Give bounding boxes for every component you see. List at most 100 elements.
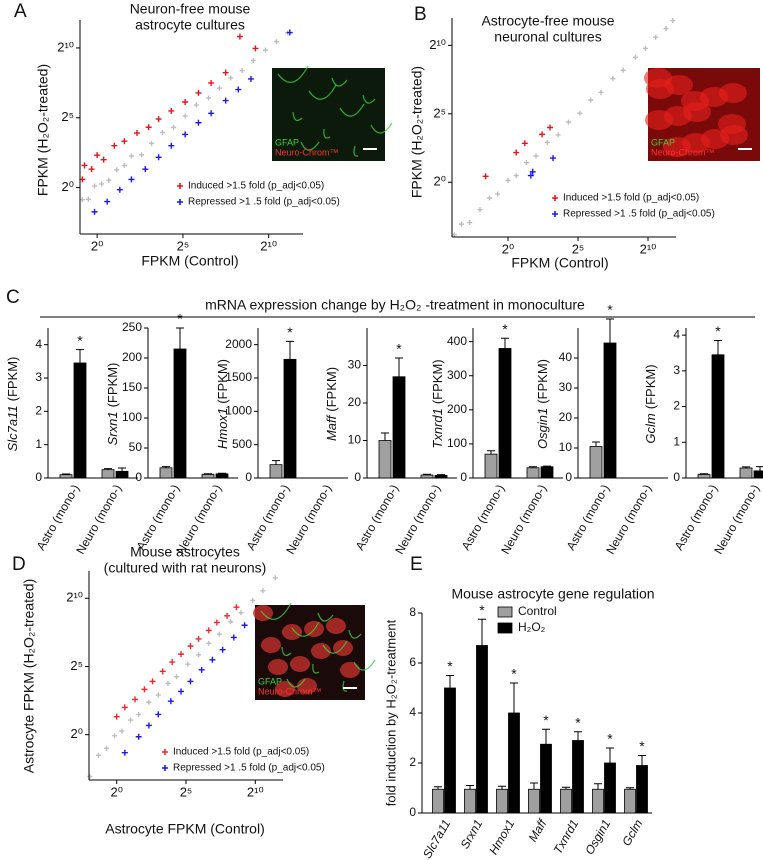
bar [434,474,448,479]
error-bar [606,318,614,343]
bar [498,348,512,479]
error-bar [446,675,454,688]
point [642,45,648,51]
y-tick-label: 0 [135,470,142,484]
error-bar [286,340,294,360]
panel-letter: E [410,554,423,575]
point [119,728,125,734]
error-bar [714,340,722,355]
point [458,221,464,227]
y-tick-label: 1500 [225,370,252,384]
gene-name: Gclm [643,413,658,444]
bar [636,765,648,814]
point [136,711,142,717]
point [555,132,561,138]
y-axis-label: Gclm (FPKM) [643,364,658,443]
unit: (FPKM) [324,367,339,412]
section-title: mRNA expression change by H₂O₂ -treatmen… [205,297,585,313]
error-bar [395,357,403,377]
point [111,142,118,149]
bar [392,376,406,479]
y-tick-label: 2¹⁰ [429,37,446,52]
micrograph-texture [282,624,302,640]
point [159,668,166,675]
point [588,97,594,103]
x-tick-label: Osgin1 [582,817,613,857]
x-tick-label: Neuro (mono-) [498,482,549,557]
y-tick-label: 30 [348,358,362,372]
y-tick-label: 200 [447,402,467,416]
point [216,85,222,91]
unit: (FPKM) [535,359,550,404]
error-bar [62,473,70,475]
error-bar [510,682,518,713]
y-tick-label: 1 [673,434,680,448]
x-tick-label: Astro (mono-) [34,482,83,553]
error-bar [204,473,212,475]
point [85,196,91,202]
y-tick-label: 30 [559,380,573,394]
point [138,152,144,158]
y-tick-label: 1000 [225,404,252,418]
error-bar [501,337,509,349]
y-tick-label: 2¹⁰ [57,39,74,54]
point [114,167,120,173]
x-tick-label: Maff [526,816,551,845]
significance-mark: * [607,302,613,318]
bar [540,466,554,479]
point [272,575,278,581]
point [610,76,616,82]
significance-mark: * [396,341,402,357]
legend-marker [552,211,558,217]
bar [508,712,520,814]
error-bar [434,786,442,790]
bar [215,473,229,479]
unit: (FPKM) [215,359,230,404]
legend-label: Induced >1.5 fold (p_adj<0.05) [563,193,699,204]
legend-marker [177,183,183,189]
point [539,131,546,138]
y-tick-label: 0 [409,805,416,819]
gene-name: Osgin1 [535,408,550,449]
micrograph-texture [348,629,362,639]
point [273,39,279,45]
x-axis-label: Astrocyte FPKM (Control) [105,821,264,837]
point [121,704,128,711]
y-tick-label: 250 [122,320,142,334]
bar [115,470,129,479]
point [128,176,135,183]
point [182,113,188,119]
micrograph-texture [260,602,292,620]
point [222,97,229,104]
y-axis-label: FPKM (H₂O₂-treated) [35,64,51,196]
y-tick-label: 10 [559,440,573,454]
bar [476,645,488,814]
bar [378,440,392,479]
gene-name: Slc7a11 [5,405,20,451]
micrograph-texture [268,659,288,675]
bar [444,687,456,814]
point [238,610,244,616]
micrograph-texture [362,94,376,104]
point [159,130,165,136]
legend-label: Induced >1.5 fold (p_adj<0.05) [188,181,324,192]
point [216,631,222,637]
point [155,154,162,161]
gene-name: Srxn1 [105,411,120,445]
point [169,659,176,666]
point [182,131,189,138]
micrograph-texture [311,643,331,659]
point [94,152,101,159]
error-bar [700,473,708,475]
error-bar [498,785,506,790]
point [495,191,501,197]
y-tick-label: 20 [348,395,362,409]
error-bar [543,465,551,467]
x-tick-label: Neuro (mono-) [283,482,334,557]
error-bar [756,466,763,471]
bar [201,473,215,479]
gene-name: Hmox1 [215,408,230,449]
y-tick-label: 200 [122,350,142,364]
error-bar [162,466,170,468]
error-bar [218,472,226,474]
